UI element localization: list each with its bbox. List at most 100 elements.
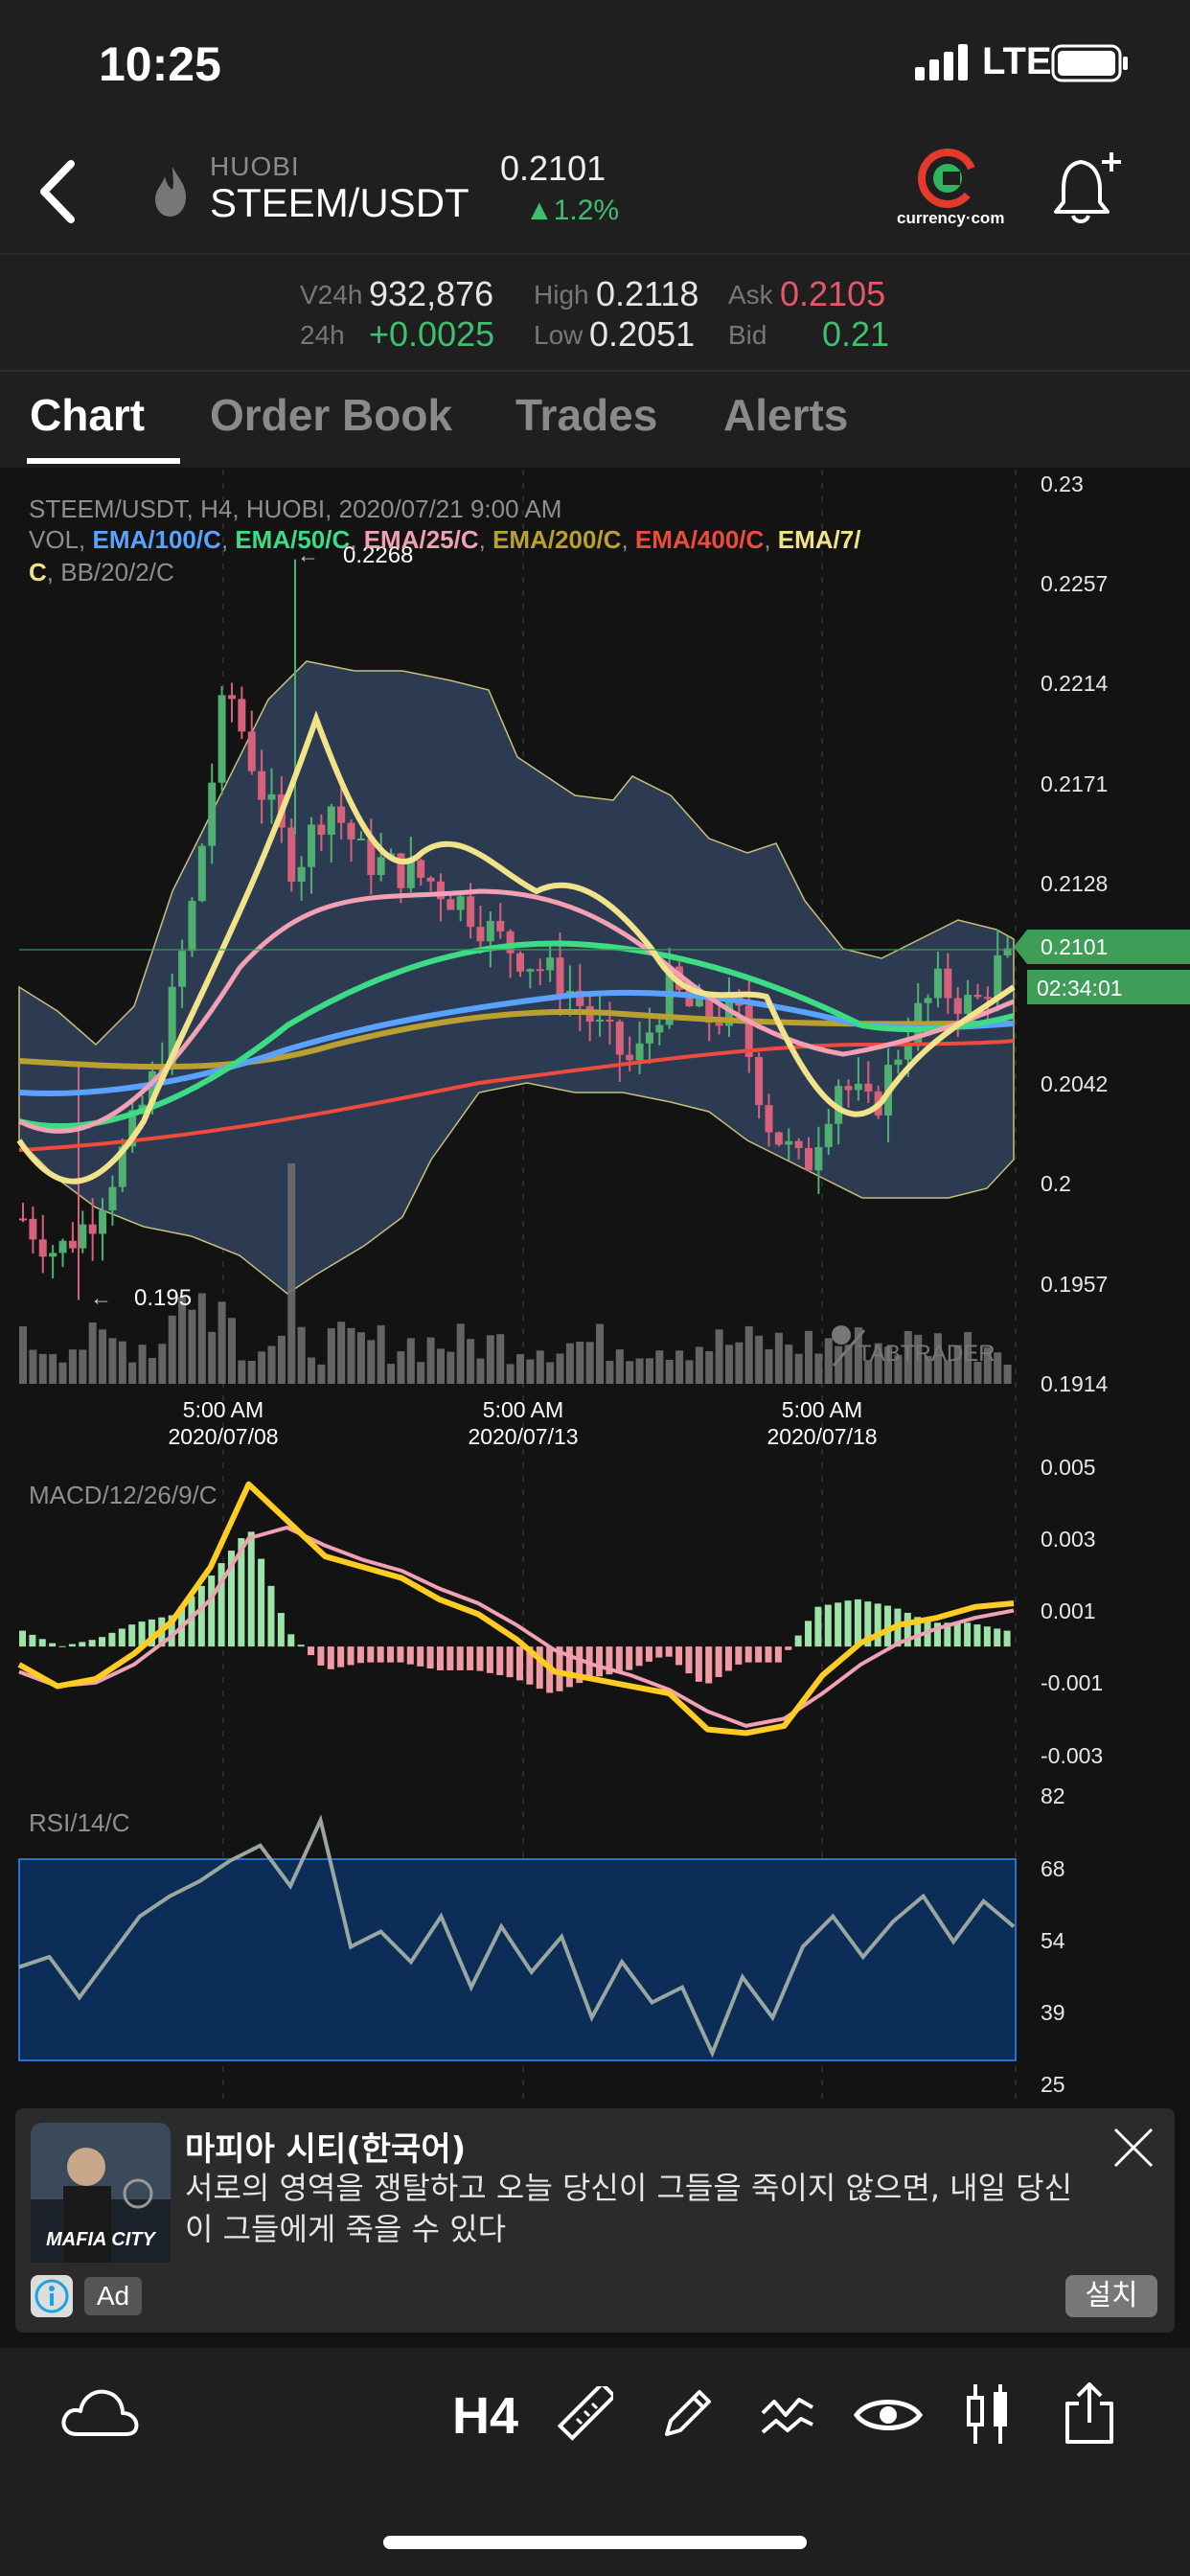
close-icon[interactable]: [1111, 2126, 1156, 2170]
macd-histogram-bar: [38, 1639, 46, 1647]
candle-body: [258, 770, 266, 800]
candle-body: [556, 957, 564, 998]
max-arrow: ←: [297, 542, 319, 567]
candle-body: [38, 1239, 47, 1257]
macd-histogram-bar: [874, 1603, 881, 1647]
volume-bar: [964, 1331, 973, 1384]
volume-bar: [854, 1327, 862, 1384]
candle-body: [626, 1054, 634, 1061]
ad-install-button[interactable]: 설치: [1065, 2275, 1157, 2317]
macd-histogram-bar: [58, 1645, 66, 1647]
indicators-icon[interactable]: [759, 2386, 816, 2444]
volume-bar: [476, 1358, 485, 1384]
volume-bar: [526, 1359, 535, 1384]
candle-body: [456, 896, 465, 910]
volume-bar: [506, 1364, 515, 1384]
chart-canvas[interactable]: ← 0.2268 ← 0.195 TABTRADER: [0, 470, 1190, 2108]
tab-order-book[interactable]: Order Book: [210, 390, 453, 440]
volume-bar: [436, 1348, 445, 1384]
x-tick-date: 2020/07/13: [468, 1424, 579, 1449]
macd-y-tick: 0.003: [1041, 1527, 1096, 1552]
eye-icon[interactable]: [853, 2392, 924, 2438]
candle-body: [705, 998, 714, 1024]
ema-7-line: [16, 710, 1016, 1184]
volume-bar: [308, 1357, 316, 1384]
volume-bar: [953, 1345, 962, 1384]
candle-body: [516, 953, 524, 972]
tab-chart[interactable]: Chart: [30, 390, 146, 440]
macd-histogram-bar: [755, 1646, 763, 1663]
bell-add-icon[interactable]: [1052, 149, 1129, 231]
tab-trades[interactable]: Trades: [515, 390, 658, 440]
ema-50-line: [18, 940, 1015, 1130]
macd-histogram-bar: [785, 1646, 792, 1650]
candle-body: [417, 860, 425, 878]
candle-body: [227, 695, 236, 700]
legend-ema400[interactable]: EMA/400/C: [634, 525, 765, 554]
volume-bar: [347, 1327, 355, 1384]
candle-body: [68, 1240, 77, 1249]
macd-histogram-bar: [536, 1646, 543, 1690]
macd-histogram-bar: [914, 1617, 922, 1647]
candle-body: [506, 931, 515, 954]
ad-app-icon[interactable]: [31, 2123, 171, 2263]
macd-histogram-bar: [724, 1646, 732, 1671]
timeframe-button[interactable]: H4: [452, 2387, 519, 2445]
current-price-tag: 0.2101: [1041, 934, 1109, 959]
x-tick-time: 5:00 AM: [182, 1397, 264, 1422]
ask-value: 0.2105: [780, 274, 886, 313]
cloud-icon[interactable]: [59, 2384, 140, 2440]
volume-bar: [208, 1331, 217, 1384]
legend-bb[interactable]: BB/20/2/C: [60, 558, 174, 586]
back-icon[interactable]: [34, 158, 82, 225]
macd-histogram-bar: [417, 1646, 424, 1667]
x-tick-time: 5:00 AM: [781, 1397, 863, 1422]
volume-bar: [58, 1362, 67, 1384]
legend-vol[interactable]: VOL: [29, 525, 80, 554]
candles-icon[interactable]: [964, 2380, 1014, 2448]
ad-banner[interactable]: [15, 2108, 1175, 2333]
macd-histogram-bar: [88, 1640, 96, 1647]
low-value: 0.2051: [589, 314, 696, 354]
candle-body: [467, 896, 475, 928]
share-icon[interactable]: [1064, 2380, 1115, 2448]
candle-body: [924, 998, 932, 1003]
currency-com-label: currency·com: [897, 209, 1005, 227]
volume-bar: [606, 1360, 614, 1384]
tab-alerts[interactable]: Alerts: [723, 390, 849, 440]
legend-ema7[interactable]: EMA/7/: [777, 525, 861, 554]
macd-histogram-bar: [317, 1646, 325, 1666]
volume-bar: [258, 1351, 266, 1384]
ruler-icon[interactable]: [556, 2386, 613, 2444]
volume-bar: [585, 1342, 594, 1384]
macd-y-tick: -0.001: [1041, 1670, 1104, 1695]
pencil-icon[interactable]: [657, 2386, 715, 2444]
macd-histogram-bar: [406, 1646, 414, 1665]
macd-histogram-bar: [904, 1612, 911, 1647]
legend-ema200[interactable]: EMA/200/C: [492, 525, 622, 554]
volume-bar: [188, 1309, 196, 1384]
macd-histogram-bar: [735, 1646, 743, 1665]
tabtrader-logo-icon: [832, 1325, 851, 1345]
ad-info-icon[interactable]: [31, 2275, 73, 2317]
legend-ema25[interactable]: EMA/25/C: [363, 525, 479, 554]
volume-bar: [576, 1342, 584, 1384]
volume-bar: [805, 1330, 813, 1384]
macd-histogram-bar: [476, 1646, 484, 1671]
volume-bar: [178, 1297, 187, 1384]
macd-histogram-bar: [197, 1585, 205, 1647]
macd-histogram-bar: [446, 1646, 454, 1670]
legend-ema50[interactable]: EMA/50/C: [235, 525, 351, 554]
volume-bar: [197, 1293, 206, 1384]
currency-com-logo-icon[interactable]: [918, 149, 977, 208]
legend-ema100[interactable]: EMA/100/C: [92, 525, 221, 554]
candle-body: [953, 998, 962, 1014]
volume-bar: [724, 1345, 733, 1384]
macd-histogram-bar: [864, 1601, 872, 1647]
signal-icon: [915, 44, 968, 80]
macd-histogram-bar: [238, 1537, 245, 1647]
candle-body: [774, 1132, 783, 1145]
macd-histogram-bar: [387, 1646, 395, 1663]
macd-histogram-bar: [824, 1604, 832, 1647]
macd-histogram-bar: [267, 1585, 275, 1647]
